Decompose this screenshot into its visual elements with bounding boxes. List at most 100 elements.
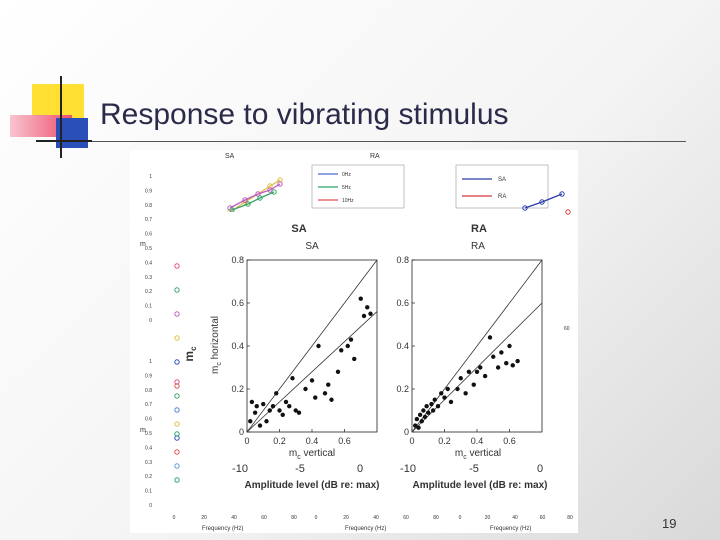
bg-curve-marker — [539, 199, 545, 205]
bg-ytick-label: 0.9 — [145, 188, 152, 194]
bg-legend-label-1: 5Hz — [342, 185, 351, 191]
scatter-point — [296, 410, 302, 415]
bg-side-marker — [174, 463, 180, 469]
scatter-point — [510, 363, 515, 368]
deco-vertical-line — [60, 76, 62, 158]
scatter-point — [280, 412, 285, 417]
ytick-label: 0.2 — [396, 384, 409, 394]
bg-xtick-label: 80 — [433, 515, 439, 521]
bg-panel-title-sa: SA — [225, 153, 235, 160]
bg-xtick-label: 60 — [261, 515, 267, 521]
amp-tick-label: -10 — [232, 463, 248, 475]
bg-ytick-label: 0 — [149, 503, 152, 509]
inset-figure: SA RA SA RA mc mc horizontal 00.20.40.60… — [182, 212, 553, 515]
scatter-point — [499, 350, 504, 355]
inset-inner-title-ra: RA — [471, 241, 485, 252]
bg-side-marker — [174, 421, 180, 427]
scatter-point — [365, 305, 370, 310]
bg-ytick-label: 0.7 — [145, 217, 152, 223]
bg-curve-marker — [559, 191, 565, 197]
bg-curve-marker — [277, 181, 283, 187]
amp-tick-label: -10 — [400, 463, 416, 475]
xtick-label: 0.6 — [503, 436, 516, 446]
ytick-label: 0.4 — [231, 341, 244, 351]
scatter-point — [287, 404, 292, 409]
xtick-label: 0.2 — [273, 436, 286, 446]
scatter-point — [352, 356, 357, 362]
bg-side-marker — [174, 359, 180, 365]
xtick-label: 0.4 — [306, 436, 319, 446]
bg-ytick-label: 0.1 — [145, 489, 152, 495]
background-ticks: 0 0.1 0.2 0.3 0.4 0.5 0.6 0.7 0.8 0.9 1 0 0.1 0.2 0.3 0… — [145, 174, 573, 521]
bg-side-marker — [174, 311, 180, 317]
scatter-point — [277, 408, 282, 413]
amplitude-ticks: -10 -5 0 -10 -5 0 — [232, 463, 543, 475]
scatter-point — [458, 376, 463, 381]
scatter-point — [435, 404, 441, 409]
scatter-point — [313, 395, 318, 400]
bg-xtick-label: 0 — [315, 515, 318, 521]
bg-ytick-label: 0.6 — [145, 417, 152, 423]
scatter-point — [274, 391, 279, 396]
bg-ytick-label: 0.6 — [145, 232, 152, 238]
ytick-label: 0.4 — [396, 341, 409, 351]
bg-ytick-label: 0 — [149, 318, 152, 324]
bg-curve-fragment — [229, 183, 281, 209]
scatter-point — [474, 369, 480, 374]
bg-side-marker — [174, 335, 180, 341]
ytick-label: 0.2 — [231, 384, 244, 394]
scatter-point — [414, 416, 420, 422]
bg-xtick-label: 80 — [291, 515, 297, 521]
scatter-point — [368, 311, 373, 316]
ytick-label: 0 — [404, 427, 409, 437]
bg-xtick-label: 60 — [540, 515, 546, 521]
bg-panel-title-ra: RA — [370, 153, 380, 160]
scatter-point — [432, 397, 437, 402]
scatter-point — [442, 395, 447, 400]
inset-outer-title-ra: RA — [471, 223, 487, 235]
scatter-point — [248, 419, 253, 424]
scatter-point — [322, 391, 328, 396]
bg-xtick-label: 20 — [201, 515, 207, 521]
figure-panel: SA RA 0Hz 5Hz 10Hz SA RA m m Frequency (… — [130, 150, 578, 533]
scatter-point — [504, 361, 509, 366]
scatter-point — [257, 423, 263, 428]
bg-side-marker — [174, 477, 180, 483]
bg-ytick-label: 0.2 — [145, 474, 152, 480]
inset-xlabel-sa: mc vertical — [289, 448, 335, 461]
bg-curve-marker — [565, 209, 571, 215]
slide-title: Response to vibrating stimulus — [100, 98, 509, 131]
bg-ylabel-bottom: m — [140, 427, 146, 434]
reference-line — [411, 259, 543, 433]
xtick-label: 0.4 — [471, 436, 484, 446]
bg-side-marker — [174, 263, 180, 269]
bg-legend-label-2: 10Hz — [342, 198, 354, 204]
scatter-point — [413, 423, 418, 428]
xtick-label: 0 — [409, 436, 414, 446]
bg-curve-marker — [242, 197, 248, 203]
bg-xlabel-2: Frequency (Hz) — [490, 526, 531, 532]
bg-curve-marker — [271, 189, 277, 195]
ytick-label: 0 — [239, 427, 244, 437]
scatter-point — [303, 386, 308, 392]
inset-amp-label-sa: Amplitude level (dB re: max) — [244, 480, 379, 491]
bg-ytick-label: 1 — [149, 359, 152, 365]
scatter-point — [422, 414, 428, 420]
bg-xlabel-1: Frequency (Hz) — [345, 526, 386, 532]
bg-ytick-label: 0.7 — [145, 402, 152, 408]
bg-legend-label-0: 0Hz — [342, 172, 351, 178]
bg-xtick-label: 0 — [459, 515, 462, 521]
scatter-point — [309, 378, 315, 383]
scatter-point — [466, 369, 472, 374]
bg-ytick-label: 0.8 — [145, 203, 152, 209]
bg-ytick-label: 0.3 — [145, 275, 152, 281]
background-curves — [174, 177, 571, 483]
scatter-point — [290, 376, 295, 381]
inset-outer-title-sa: SA — [291, 223, 306, 235]
bg-legend-label-sa: SA — [498, 177, 506, 183]
scatter-point — [429, 401, 434, 407]
title-underline — [92, 141, 686, 142]
deco-horizontal-line — [36, 140, 92, 142]
scatter-point — [448, 399, 454, 405]
scatter-point — [507, 343, 512, 349]
